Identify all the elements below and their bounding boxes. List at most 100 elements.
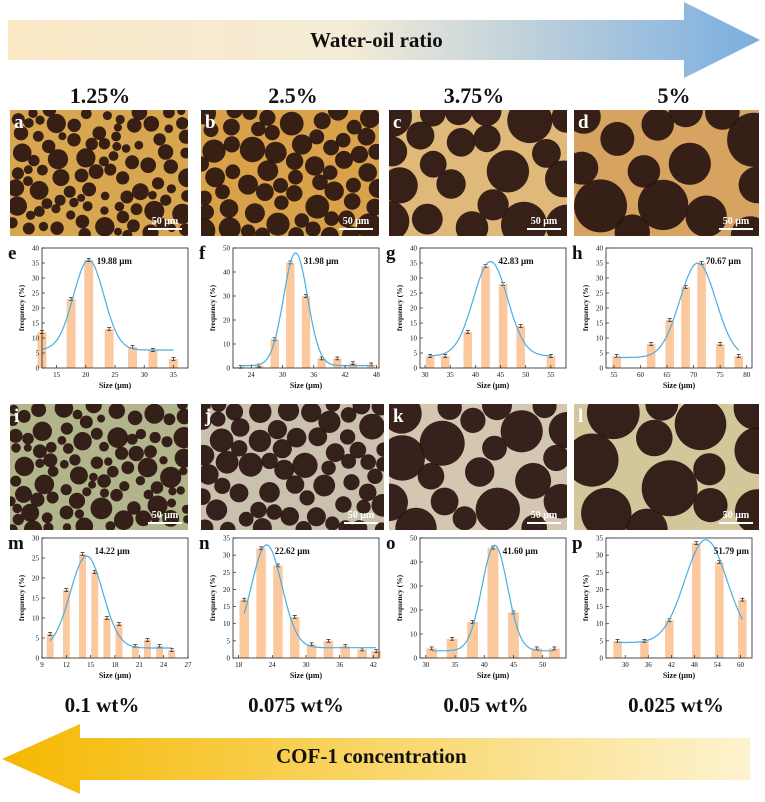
microsphere — [137, 457, 158, 478]
error-bar — [171, 357, 176, 361]
microsphere — [201, 444, 215, 466]
microsphere — [215, 184, 230, 200]
ratio-label-3: 3.75% — [443, 83, 505, 108]
microsphere — [637, 179, 689, 231]
microsphere — [148, 190, 157, 200]
microsphere — [515, 462, 552, 499]
microsphere — [12, 503, 22, 514]
microsphere — [209, 428, 234, 453]
microsphere — [74, 168, 89, 183]
x-tick-label: 15 — [87, 661, 95, 669]
x-tick-label: 50 — [539, 661, 547, 669]
microsphere — [417, 462, 445, 490]
x-axis-label: Size (μm) — [477, 381, 510, 390]
microsphere — [376, 442, 384, 457]
microsphere — [163, 110, 175, 119]
microsphere — [455, 211, 489, 236]
micrograph-k: k 50 μm — [389, 404, 567, 530]
microsphere — [543, 483, 567, 519]
microsphere — [501, 201, 547, 236]
histogram-m: 0 5 10 15 20 25 30 9 12 15 18 21 24 27 Size (μm) freque… — [8, 532, 198, 692]
y-tick-label: 15 — [32, 320, 40, 328]
microsphere — [225, 404, 244, 421]
y-tick-label: 40 — [32, 245, 40, 253]
histogram-bar — [115, 624, 123, 658]
microsphere — [264, 125, 280, 141]
microsphere — [33, 206, 45, 217]
microsphere — [42, 110, 57, 117]
panel-letter-a: a — [14, 112, 24, 133]
microsphere — [471, 110, 502, 127]
x-tick-label: 24 — [160, 661, 168, 669]
y-tick-label: 15 — [32, 595, 40, 603]
plot-frame — [419, 247, 567, 369]
microsphere — [367, 468, 383, 484]
microsphere — [174, 448, 188, 468]
scale-bar: 50 μm — [339, 216, 373, 230]
microsphere — [543, 444, 567, 472]
microsphere — [90, 497, 113, 520]
microsphere — [532, 139, 561, 168]
concentration-label-4: 0.025 wt% — [628, 693, 724, 717]
microsphere — [532, 404, 557, 419]
microsphere — [115, 446, 129, 460]
microsphere — [641, 460, 698, 517]
y-axis-label: frequency (%) — [395, 574, 404, 621]
microsphere — [335, 132, 351, 148]
error-bar — [48, 632, 53, 636]
x-tick-label: 24 — [248, 371, 256, 379]
microsphere — [23, 443, 32, 452]
microsphere — [257, 160, 279, 182]
scale-bar-line — [527, 228, 561, 230]
microsphere — [150, 481, 164, 494]
microsphere — [126, 433, 138, 445]
microsphere — [309, 129, 325, 145]
histogram-bar — [79, 554, 86, 658]
histogram-bar — [738, 599, 747, 658]
microsphere — [178, 129, 188, 144]
x-tick-label: 27 — [185, 661, 193, 669]
microsphere — [645, 404, 679, 421]
microsphere — [368, 143, 379, 160]
microsphere — [389, 435, 425, 481]
x-tick-label: 35 — [452, 661, 460, 669]
microsphere — [446, 128, 476, 157]
x-tick-label: 45 — [510, 661, 518, 669]
microsphere — [324, 181, 344, 201]
microsphere — [389, 404, 422, 434]
microsphere — [295, 521, 312, 530]
microsphere — [201, 217, 216, 236]
error-bar — [718, 342, 723, 346]
y-axis-label: frequency (%) — [581, 284, 590, 331]
microsphere — [144, 200, 165, 221]
microsphere — [322, 165, 338, 180]
y-tick-label: 10 — [223, 620, 231, 628]
x-tick-label: 75 — [717, 371, 725, 379]
microsphere — [98, 156, 109, 167]
microsphere — [130, 203, 143, 216]
microsphere — [482, 404, 512, 421]
microsphere — [82, 487, 92, 497]
microsphere — [21, 503, 40, 522]
microsphere — [120, 190, 134, 204]
microsphere — [78, 228, 91, 236]
microsphere — [85, 137, 98, 151]
microsphere — [97, 414, 106, 423]
microsphere — [107, 465, 119, 478]
microsphere — [105, 521, 116, 530]
panel-letter-f: f — [199, 243, 206, 264]
microsphere — [482, 435, 507, 461]
microsphere — [153, 133, 166, 146]
panel-letter-m: m — [8, 533, 24, 554]
histogram-bar — [148, 350, 158, 368]
microsphere — [144, 404, 165, 424]
microsphere — [10, 524, 18, 530]
y-tick-label: 35 — [223, 535, 231, 543]
microsphere — [74, 509, 85, 519]
ratio-label-4: 5% — [657, 83, 691, 108]
y-axis-label: frequency (%) — [581, 574, 590, 621]
microsphere — [10, 196, 27, 216]
x-tick-label: 9 — [40, 661, 44, 669]
gaussian-fit-line — [243, 544, 377, 649]
histogram-bar — [131, 646, 139, 658]
